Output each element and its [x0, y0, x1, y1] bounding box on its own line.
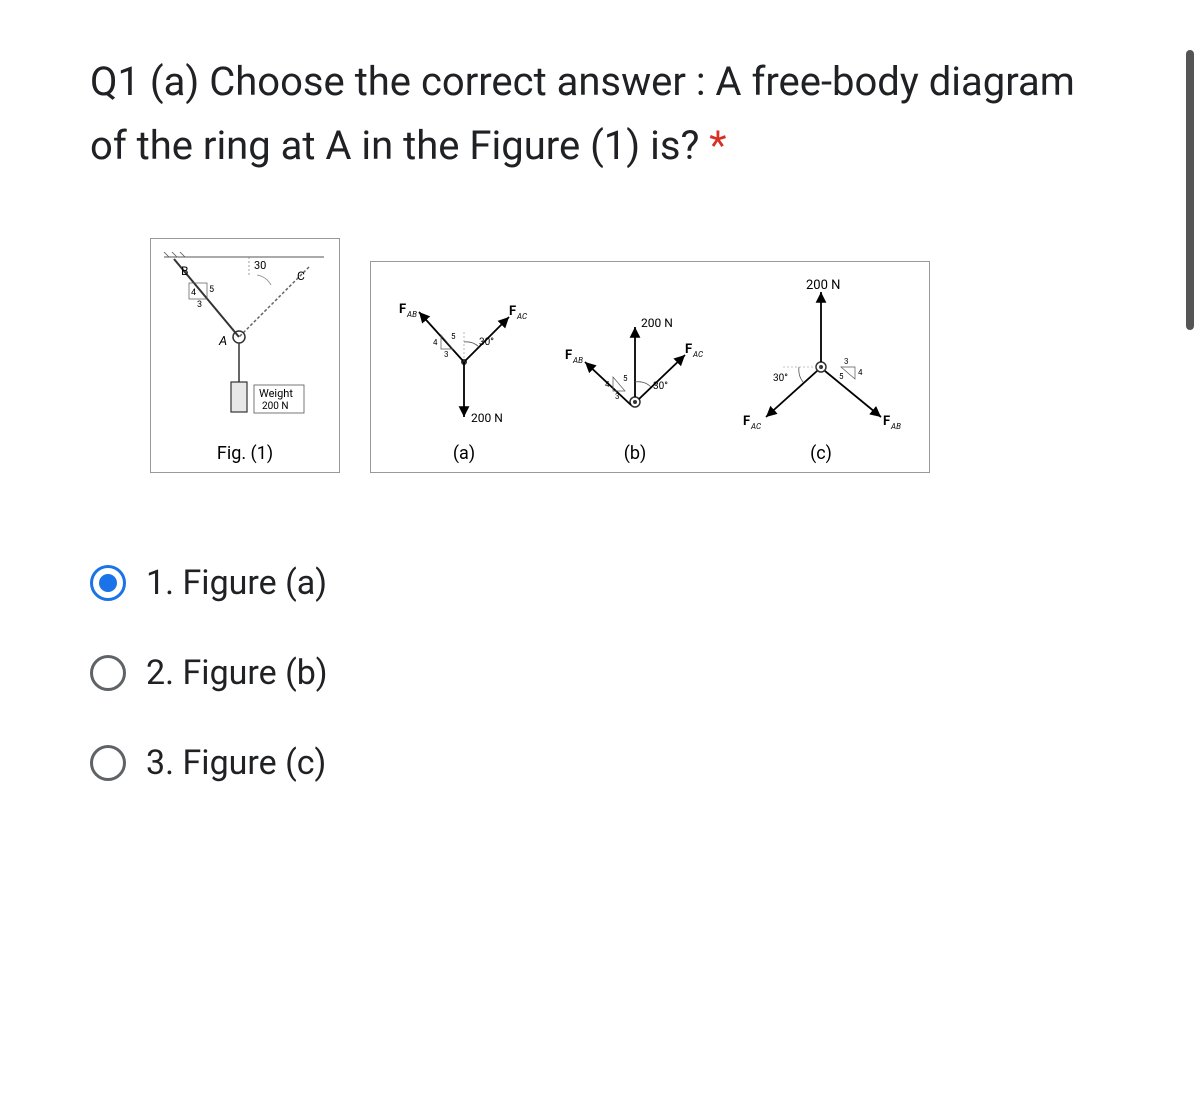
- diagram-a: FAB FAC 30° 4 5 3 200 N (a): [389, 297, 539, 464]
- radio-label-3: 3. Figure (c): [146, 743, 326, 783]
- svg-text:5: 5: [623, 374, 628, 383]
- radio-label-2: 2. Figure (b): [146, 653, 328, 693]
- svg-text:F: F: [743, 414, 750, 429]
- svg-text:AC: AC: [516, 312, 527, 321]
- caption-b: (b): [624, 443, 647, 464]
- diagram-c: 200 N FAC FAB 30° 3 4 5 (c): [731, 277, 911, 464]
- diagram-c-svg: 200 N FAC FAB 30° 3 4 5: [731, 277, 911, 437]
- required-asterisk: *: [709, 122, 726, 169]
- options-diagrams-box: FAB FAC 30° 4 5 3 200 N (a): [370, 261, 930, 473]
- point-b-label: B: [181, 264, 188, 278]
- scrollbar-thumb[interactable]: [1186, 50, 1194, 330]
- svg-text:F: F: [509, 304, 516, 319]
- point-a-label: A: [218, 334, 227, 349]
- diagrams-container: B C 30 4 5 3 A Weight 200 N Fig. (1): [150, 238, 1110, 473]
- angle-30-label: 30: [254, 259, 266, 272]
- svg-text:F: F: [399, 302, 406, 317]
- radio-label-1: 1. Figure (a): [146, 563, 327, 603]
- caption-a: (a): [453, 443, 475, 464]
- weight-label: Weight: [259, 387, 293, 400]
- svg-text:AB: AB: [406, 310, 417, 319]
- radio-circle-3[interactable]: [90, 745, 126, 781]
- svg-text:4: 4: [433, 338, 438, 347]
- figure-1-box: B C 30 4 5 3 A Weight 200 N Fig. (1): [150, 238, 340, 473]
- svg-text:5: 5: [451, 332, 456, 341]
- svg-text:30°: 30°: [653, 381, 668, 392]
- radio-option-1[interactable]: 1. Figure (a): [90, 563, 1110, 603]
- svg-text:3: 3: [615, 392, 620, 401]
- diagram-b-svg: 200 N FAB FAC 30° 4 5 3: [555, 307, 715, 437]
- figure-1-diagram: B C 30 4 5 3 A Weight 200 N: [159, 247, 329, 437]
- svg-text:AC: AC: [750, 422, 761, 431]
- svg-text:200 N: 200 N: [471, 411, 503, 425]
- svg-text:AB: AB: [572, 356, 583, 365]
- svg-text:F: F: [883, 414, 890, 429]
- svg-text:4: 4: [858, 368, 863, 377]
- svg-text:4: 4: [191, 288, 196, 298]
- svg-text:30°: 30°: [773, 373, 788, 384]
- svg-text:4: 4: [605, 380, 610, 389]
- radio-option-3[interactable]: 3. Figure (c): [90, 743, 1110, 783]
- diagram-b: 200 N FAB FAC 30° 4 5 3 (b): [555, 307, 715, 464]
- svg-text:30°: 30°: [479, 337, 494, 348]
- radio-circle-1[interactable]: [90, 565, 126, 601]
- question-text: Q1 (a) Choose the correct answer : A fre…: [90, 50, 1110, 178]
- svg-text:3: 3: [197, 300, 202, 310]
- svg-text:F: F: [565, 348, 572, 363]
- svg-text:3: 3: [844, 357, 849, 366]
- svg-text:200 N: 200 N: [806, 278, 840, 293]
- svg-text:5: 5: [839, 372, 844, 381]
- radio-options-group: 1. Figure (a) 2. Figure (b) 3. Figure (c…: [90, 563, 1110, 783]
- svg-text:F: F: [685, 342, 692, 357]
- caption-c: (c): [810, 443, 832, 464]
- svg-text:AC: AC: [692, 350, 703, 359]
- svg-text:3: 3: [444, 350, 449, 359]
- point-c-label: C: [297, 269, 305, 283]
- radio-option-2[interactable]: 2. Figure (b): [90, 653, 1110, 693]
- svg-text:5: 5: [209, 285, 214, 295]
- question-body: Q1 (a) Choose the correct answer : A fre…: [90, 58, 1075, 169]
- radio-circle-2[interactable]: [90, 655, 126, 691]
- weight-value: 200 N: [262, 401, 288, 412]
- diagram-a-svg: FAB FAC 30° 4 5 3 200 N: [389, 297, 539, 437]
- svg-text:200 N: 200 N: [641, 316, 673, 330]
- svg-text:AB: AB: [890, 422, 901, 431]
- fig1-caption: Fig. (1): [159, 443, 331, 464]
